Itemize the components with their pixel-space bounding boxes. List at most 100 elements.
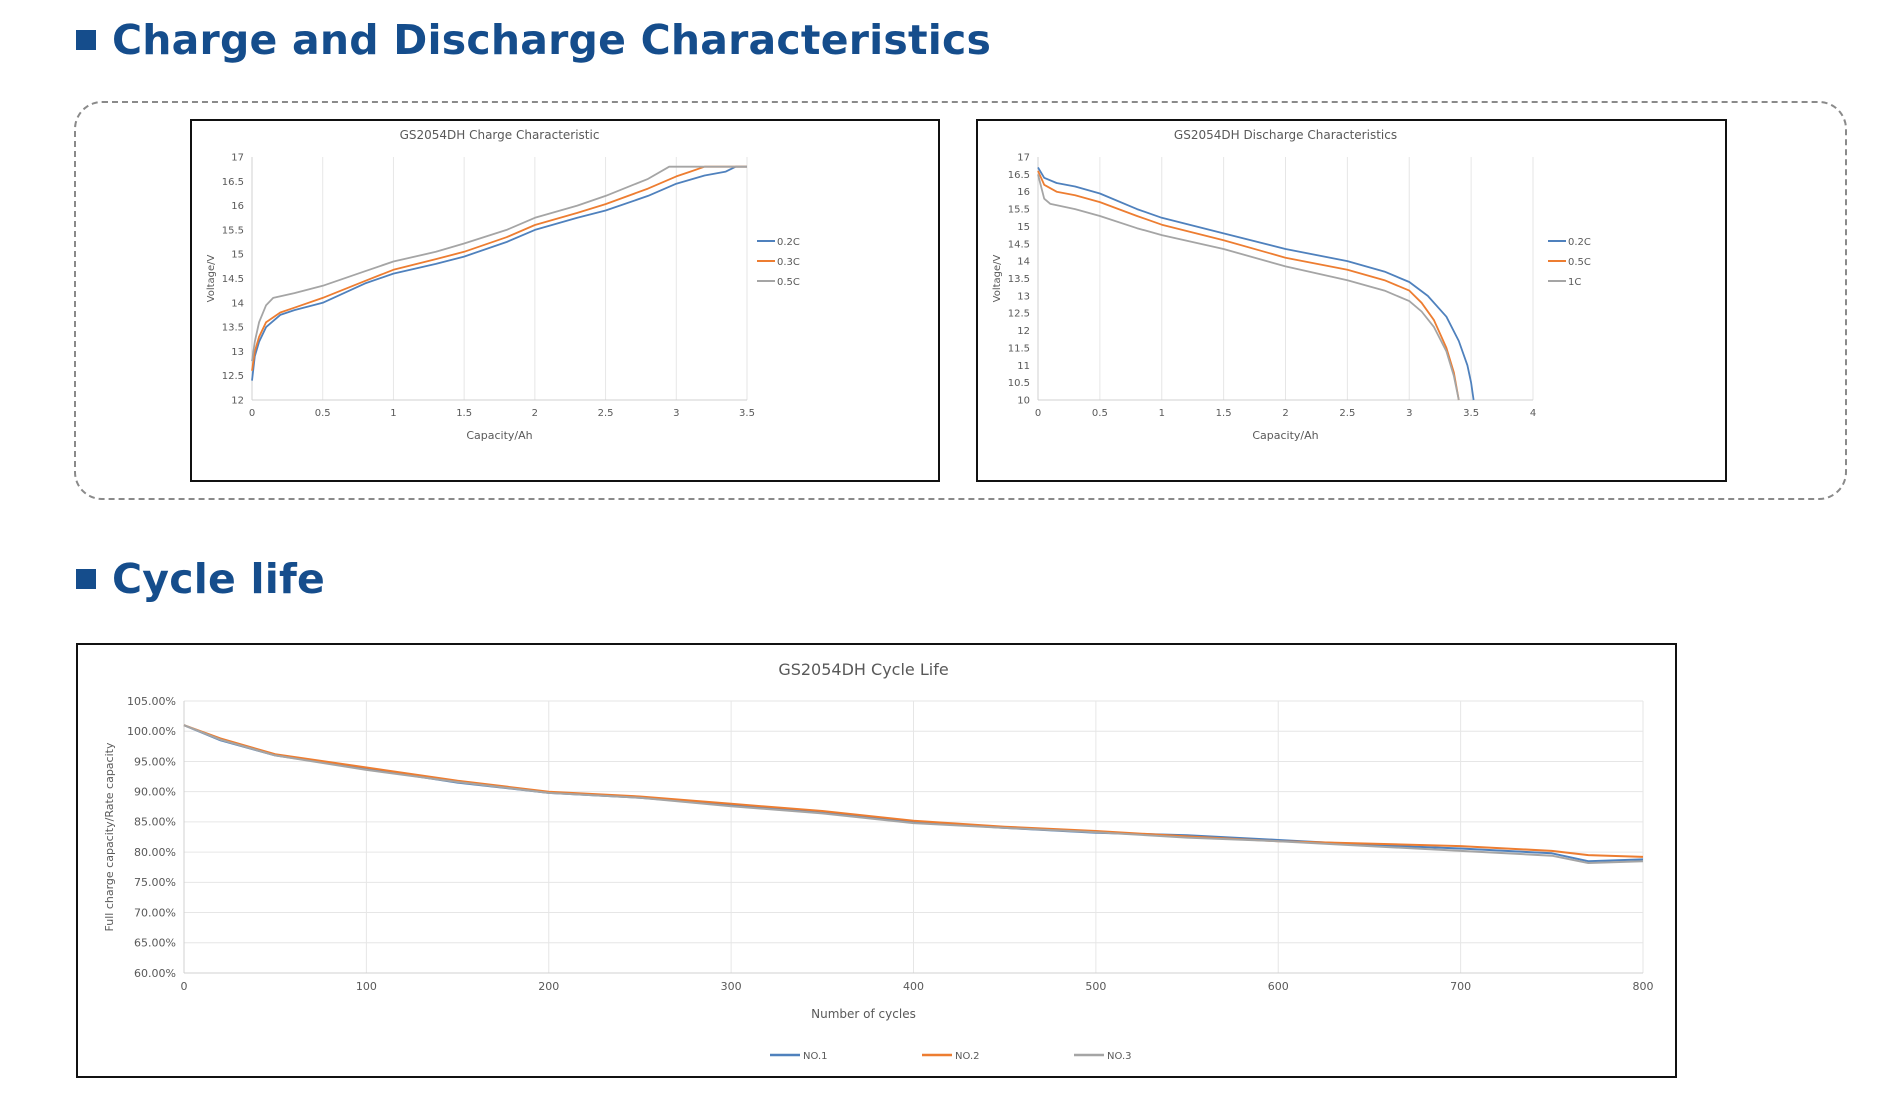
x-tick-label: 1.5 bbox=[456, 408, 472, 419]
charge-chart: 0 0.5 1 1.5 2 2.5 3 3.5 12 12.5 13 13.5 14 14.5 15 15.5… bbox=[206, 128, 800, 442]
y-tick-label: 60.00% bbox=[134, 967, 176, 980]
x-tick-label: 3 bbox=[1406, 408, 1412, 419]
y-tick-label: 16.5 bbox=[222, 177, 244, 188]
x-tick-label: 700 bbox=[1450, 980, 1471, 993]
x-tick-label: 1 bbox=[1159, 408, 1165, 419]
y-tick-label: 15 bbox=[231, 250, 244, 261]
x-axis-label: Capacity/Ah bbox=[466, 429, 532, 442]
x-tick-label: 1 bbox=[390, 408, 396, 419]
square-bullet-icon bbox=[76, 569, 96, 589]
section-heading-charge-discharge: Charge and Discharge Characteristics bbox=[76, 16, 991, 64]
x-tick-label: 2.5 bbox=[598, 408, 614, 419]
series-line-1c bbox=[1037, 174, 1460, 401]
y-tick-label: 12 bbox=[231, 396, 244, 407]
x-tick-label: 2.5 bbox=[1339, 408, 1355, 419]
x-tick-label: 1.5 bbox=[1216, 408, 1232, 419]
legend-label: 1C bbox=[1568, 277, 1581, 288]
y-tick-label: 75.00% bbox=[134, 876, 176, 889]
x-tick-label: 2 bbox=[532, 408, 538, 419]
legend-label: NO.2 bbox=[955, 1051, 980, 1062]
chart-title: GS2054DH Cycle Life bbox=[778, 660, 948, 679]
y-tick-label: 90.00% bbox=[134, 786, 176, 799]
section-heading-text: Charge and Discharge Characteristics bbox=[112, 16, 992, 64]
y-tick-label: 100.00% bbox=[127, 725, 176, 738]
y-tick-label: 11.5 bbox=[1008, 343, 1030, 354]
y-tick-label: 15.5 bbox=[222, 225, 244, 236]
y-tick-label: 16 bbox=[231, 201, 244, 212]
x-tick-label: 3.5 bbox=[1463, 408, 1479, 419]
x-tick-label: 0 bbox=[181, 980, 188, 993]
y-tick-label: 65.00% bbox=[134, 937, 176, 950]
series-line-0-2c bbox=[251, 165, 747, 381]
y-tick-label: 80.00% bbox=[134, 846, 176, 859]
y-axis-label: Full charge capacity/Rate capacity bbox=[103, 742, 116, 931]
section-heading-cycle-life: Cycle life bbox=[76, 555, 325, 603]
series-line-0-2c bbox=[1037, 166, 1475, 401]
y-axis-label: Voltage/V bbox=[992, 254, 1003, 302]
y-tick-label: 15 bbox=[1017, 222, 1030, 233]
x-tick-label: 500 bbox=[1085, 980, 1106, 993]
y-tick-label: 15.5 bbox=[1008, 205, 1030, 216]
y-tick-label: 14 bbox=[1017, 257, 1030, 268]
y-tick-label: 14.5 bbox=[222, 274, 244, 285]
y-tick-label: 13 bbox=[1017, 291, 1030, 302]
cycle-life-chart: 0 100 200 300 400 500 600 700 800 60.00% 65.00% 70.… bbox=[103, 660, 1654, 1062]
x-tick-label: 0 bbox=[249, 408, 255, 419]
y-tick-label: 10 bbox=[1017, 396, 1030, 407]
x-tick-label: 2 bbox=[1282, 408, 1288, 419]
y-tick-label: 14 bbox=[231, 298, 244, 309]
y-tick-label: 14.5 bbox=[1008, 239, 1030, 250]
y-tick-label: 11 bbox=[1017, 361, 1030, 372]
x-tick-label: 800 bbox=[1633, 980, 1654, 993]
y-tick-label: 105.00% bbox=[127, 695, 176, 708]
y-axis-label: Voltage/V bbox=[206, 254, 217, 302]
x-tick-label: 3.5 bbox=[739, 408, 755, 419]
y-tick-label: 13.5 bbox=[222, 323, 244, 334]
discharge-chart: 0 0.5 1 1.5 2 2.5 3 3.5 41010.51111.51212.51313.… bbox=[992, 128, 1591, 442]
chart-title: GS2054DH Charge Characteristic bbox=[400, 128, 600, 142]
x-tick-label: 0.5 bbox=[1092, 408, 1108, 419]
x-tick-label: 0 bbox=[1035, 408, 1041, 419]
legend-label: 0.5C bbox=[777, 277, 800, 288]
y-tick-label: 10.5 bbox=[1008, 378, 1030, 389]
y-tick-label: 17 bbox=[231, 153, 244, 164]
x-tick-label: 4 bbox=[1530, 408, 1536, 419]
x-tick-label: 100 bbox=[356, 980, 377, 993]
y-tick-label: 17 bbox=[1017, 153, 1030, 164]
x-tick-label: 200 bbox=[538, 980, 559, 993]
x-axis-label: Capacity/Ah bbox=[1252, 429, 1318, 442]
legend-label: 0.2C bbox=[777, 237, 800, 248]
chart-title: GS2054DH Discharge Characteristics bbox=[1174, 128, 1397, 142]
y-tick-label: 12.5 bbox=[1008, 309, 1030, 320]
y-tick-label: 13.5 bbox=[1008, 274, 1030, 285]
legend-label: NO.3 bbox=[1107, 1051, 1132, 1062]
legend-label: 0.5C bbox=[1568, 257, 1591, 268]
x-tick-label: 300 bbox=[721, 980, 742, 993]
series-line-0-5c bbox=[1037, 170, 1460, 401]
cycle-chart-frame: 0 100 200 300 400 500 600 700 800 60.00% 65.00% 70.… bbox=[76, 643, 1677, 1078]
legend-label: NO.1 bbox=[803, 1051, 828, 1062]
y-tick-label: 12 bbox=[1017, 326, 1030, 337]
charts-dashed-container bbox=[74, 101, 1847, 500]
y-tick-label: 16 bbox=[1017, 187, 1030, 198]
y-tick-label: 12.5 bbox=[222, 371, 244, 382]
legend-label: 0.2C bbox=[1568, 237, 1591, 248]
y-tick-label: 16.5 bbox=[1008, 170, 1030, 181]
y-tick-label: 70.00% bbox=[134, 906, 176, 919]
charge-chart-frame: 0 0.5 1 1.5 2 2.5 3 3.5 12 12.5 13 13.5 14 14.5 15 15.5… bbox=[190, 119, 940, 482]
y-tick-label: 85.00% bbox=[134, 816, 176, 829]
x-tick-label: 0.5 bbox=[315, 408, 331, 419]
legend-label: 0.3C bbox=[777, 257, 800, 268]
section-heading-text: Cycle life bbox=[112, 555, 326, 603]
series-line-0-5c bbox=[251, 165, 747, 362]
series-line-no-1 bbox=[183, 724, 1644, 863]
x-tick-label: 600 bbox=[1268, 980, 1289, 993]
x-tick-label: 3 bbox=[673, 408, 679, 419]
y-tick-label: 95.00% bbox=[134, 755, 176, 768]
square-bullet-icon bbox=[76, 30, 96, 50]
series-line-no-3 bbox=[183, 724, 1644, 864]
x-axis-label: Number of cycles bbox=[811, 1007, 916, 1021]
discharge-chart-frame: 0 0.5 1 1.5 2 2.5 3 3.5 4 10 10.5 11 11.5 12 12.5 13 13.… bbox=[976, 119, 1727, 482]
x-tick-label: 400 bbox=[903, 980, 924, 993]
y-tick-label: 13 bbox=[231, 347, 244, 358]
